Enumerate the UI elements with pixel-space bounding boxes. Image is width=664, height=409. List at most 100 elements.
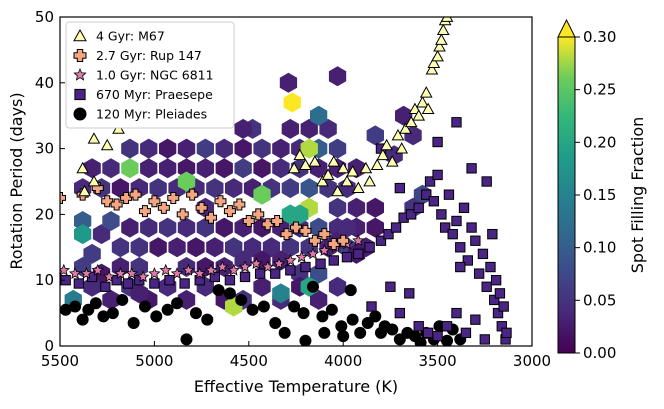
x-tick-label: 5500 xyxy=(41,352,79,370)
hexbin-cell xyxy=(215,138,233,159)
hexbin-cell xyxy=(177,138,196,159)
hexbin-cell xyxy=(262,237,281,258)
data-point xyxy=(91,263,104,276)
data-point xyxy=(316,310,329,323)
data-point xyxy=(404,115,418,128)
data-point xyxy=(189,307,202,320)
y-tick-label: 20 xyxy=(35,205,54,223)
hexbin-cell xyxy=(159,217,177,238)
data-point xyxy=(380,138,393,151)
hexbin-cell xyxy=(310,105,328,126)
data-point xyxy=(432,330,443,342)
data-point xyxy=(120,191,133,204)
data-point xyxy=(433,40,446,52)
legend-box xyxy=(65,21,235,129)
data-point xyxy=(489,294,500,306)
data-point xyxy=(204,263,218,276)
data-point xyxy=(170,267,184,279)
data-point xyxy=(413,321,424,332)
data-point xyxy=(60,263,70,276)
hexbin-cell xyxy=(253,276,271,297)
hexbin-cell xyxy=(300,178,318,199)
data-point xyxy=(171,297,184,310)
data-point xyxy=(328,255,339,266)
data-point xyxy=(89,297,102,310)
data-point xyxy=(285,265,296,276)
hexbin-cell xyxy=(281,178,299,199)
data-point xyxy=(477,248,489,260)
data-point xyxy=(331,184,344,197)
colorbar-tick-label: 0.15 xyxy=(583,186,616,204)
data-point xyxy=(404,288,415,299)
data-point xyxy=(100,138,114,151)
x-tick-label: 5000 xyxy=(135,352,173,370)
colorbar-tick-label: 0.05 xyxy=(583,291,616,309)
data-point xyxy=(106,307,119,320)
hexbin-cell xyxy=(319,118,337,139)
data-point xyxy=(413,202,424,213)
data-point xyxy=(421,102,435,115)
hexbin-cell xyxy=(74,211,92,231)
hexbin-cell xyxy=(149,237,167,258)
data-point xyxy=(336,161,350,174)
data-point xyxy=(306,247,320,260)
data-point xyxy=(340,174,354,187)
colorbar-ticks: 0.00 0.05 0.10 0.15 0.20 0.25 0.30 xyxy=(575,28,616,362)
data-point xyxy=(299,224,312,237)
data-point xyxy=(481,176,492,187)
legend-label: 120 Myr: Pleiades xyxy=(96,107,207,122)
data-point xyxy=(116,293,129,306)
data-point xyxy=(443,189,455,200)
data-point xyxy=(353,248,364,260)
hexbin-cell xyxy=(281,204,299,225)
data-point xyxy=(224,275,236,286)
data-point xyxy=(288,300,301,313)
data-point xyxy=(60,191,66,204)
hexbin-cell xyxy=(310,289,328,310)
data-point xyxy=(295,250,308,263)
data-point xyxy=(366,301,377,312)
data-point xyxy=(125,267,138,279)
data-point xyxy=(395,142,409,154)
hexbin-cell xyxy=(130,283,148,304)
hexbin-cell xyxy=(130,237,148,258)
data-point xyxy=(180,333,193,346)
hexbin-cell xyxy=(121,217,139,238)
data-point xyxy=(138,205,151,218)
data-point xyxy=(193,267,206,279)
data-point xyxy=(111,275,122,286)
data-point xyxy=(114,267,127,279)
data-point xyxy=(425,63,439,75)
data-point xyxy=(212,284,225,297)
hexbin-cell xyxy=(300,138,318,159)
data-point xyxy=(227,263,240,276)
plot-area xyxy=(60,17,512,346)
colorbar-gradient xyxy=(557,36,576,354)
data-point xyxy=(308,155,322,167)
data-point xyxy=(287,161,301,174)
hexbin-cell xyxy=(279,72,298,93)
data-point xyxy=(455,242,466,253)
data-point xyxy=(391,128,405,141)
data-point xyxy=(161,303,174,316)
hexbin-cell xyxy=(159,138,177,159)
hexbin-cell xyxy=(300,118,318,139)
data-point xyxy=(269,316,282,329)
data-point xyxy=(246,303,259,316)
hexbin-cell xyxy=(234,118,252,139)
hexbin-cell xyxy=(328,276,347,297)
hexbin-cell xyxy=(102,211,120,231)
legend-marker xyxy=(73,49,87,62)
hexbin-cell xyxy=(328,197,347,218)
data-point xyxy=(363,174,376,187)
data-point xyxy=(432,169,443,181)
data-point xyxy=(278,326,291,339)
data-point xyxy=(136,270,150,283)
legend-label: 1.0 Gyr: NGC 6811 xyxy=(96,68,214,83)
data-point xyxy=(412,109,426,121)
x-tick-label: 3500 xyxy=(419,352,457,370)
hexbin-cell xyxy=(177,158,196,179)
data-point xyxy=(441,334,454,346)
data-point xyxy=(473,268,485,279)
x-axis-label: Effective Temperature (K) xyxy=(194,377,398,396)
